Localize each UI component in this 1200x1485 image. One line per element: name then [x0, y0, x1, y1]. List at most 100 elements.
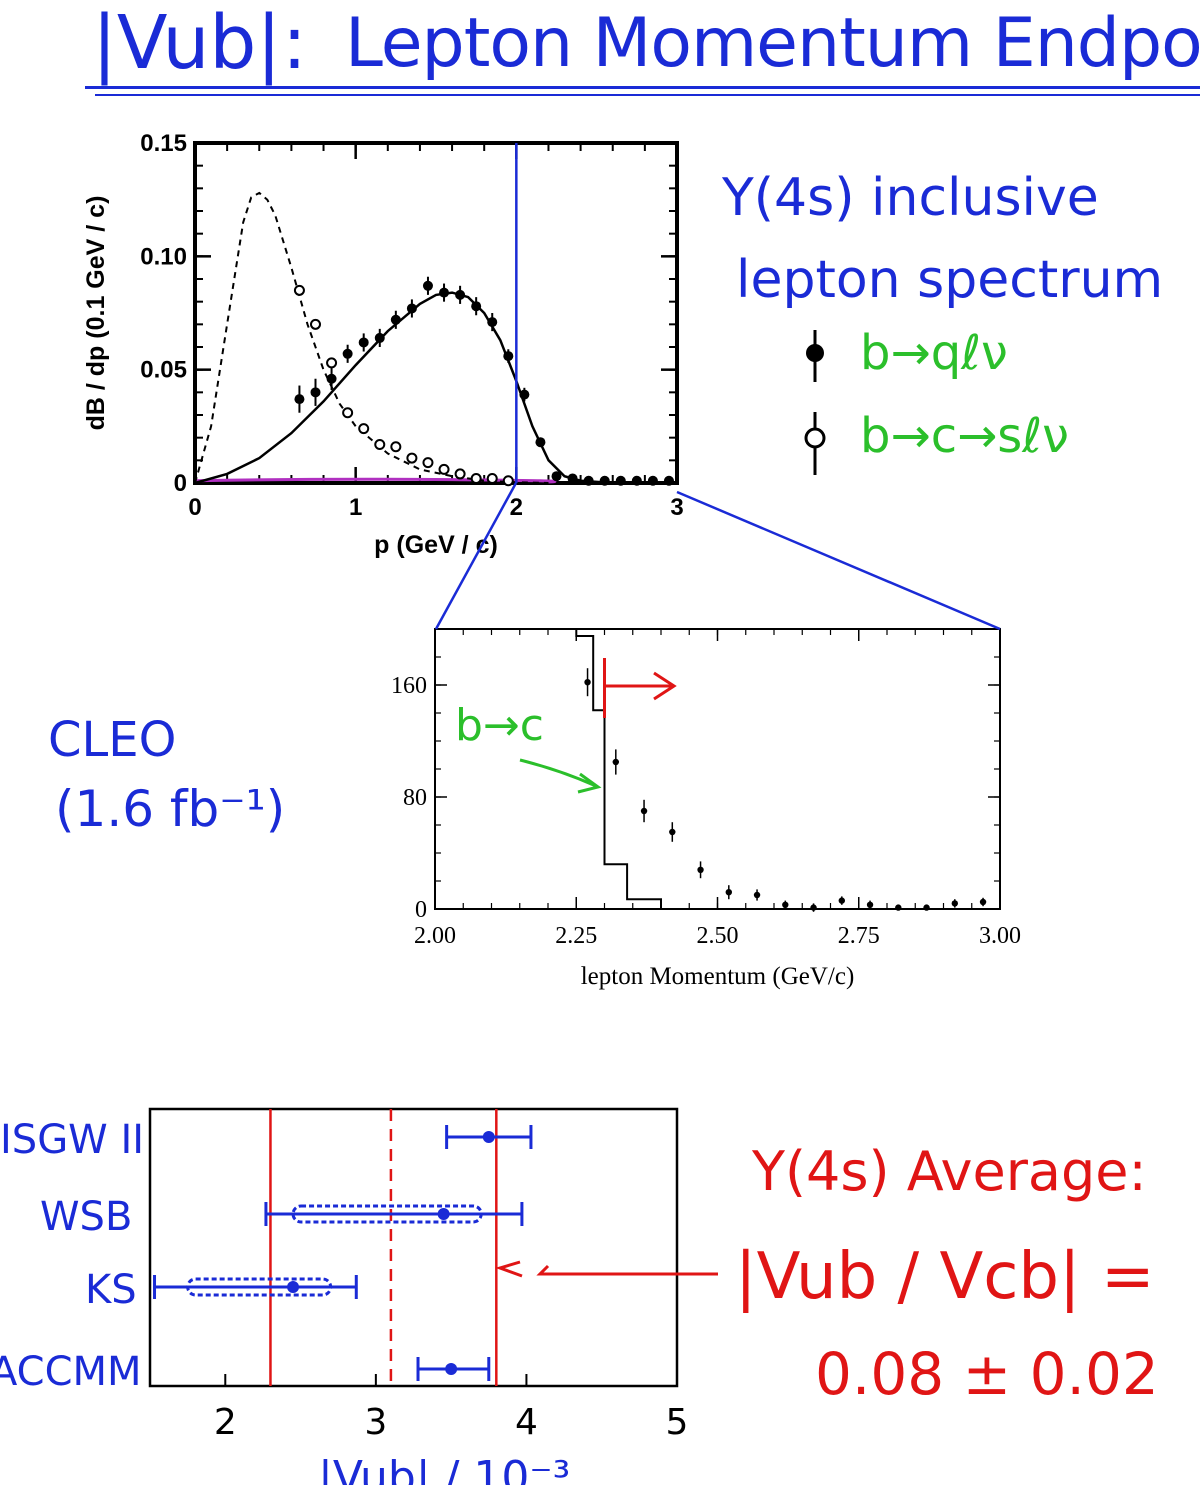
average-arrow-head: [495, 1260, 523, 1278]
open-data-point: [470, 472, 482, 484]
x-tick-label: 3: [670, 494, 683, 521]
open-data-point: [390, 441, 402, 453]
filled-data-point: [455, 289, 466, 300]
open-data-point: [293, 284, 305, 296]
b-to-c-label: b→c: [455, 700, 544, 751]
model-central-point: [482, 1131, 495, 1143]
filled-data-point: [374, 332, 385, 343]
filled-data-point: [310, 387, 321, 398]
zoom-data-point: [866, 901, 874, 908]
legend-filled-marker: [806, 344, 824, 362]
filled-data-point: [326, 373, 337, 384]
x-tick-label: 2: [510, 494, 523, 521]
x-tick-label: 3: [364, 1402, 387, 1443]
zoom-data-point: [753, 891, 761, 899]
x-tick-label: 5: [666, 1402, 689, 1443]
x-axis-label: lepton Momentum (GeV/c): [581, 963, 855, 990]
filled-data-point: [294, 394, 305, 405]
filled-data-point: [439, 287, 450, 298]
open-data-point: [454, 468, 466, 480]
y-tick-label: 80: [403, 785, 427, 811]
y-tick-label: 160: [391, 673, 427, 699]
b-to-c-arrow-head: [577, 772, 602, 794]
filled-data-point: [406, 303, 417, 314]
average-arrow: [536, 1264, 718, 1276]
model-central-point: [287, 1281, 300, 1293]
filled-data-point: [422, 280, 433, 291]
filled-data-point: [663, 475, 674, 486]
filled-data-point: [583, 475, 594, 486]
x-tick-label: 4: [515, 1402, 538, 1443]
zoom-data-point: [697, 866, 704, 873]
luminosity-label: (1.6 fb⁻¹): [55, 780, 286, 838]
open-data-point: [342, 407, 354, 419]
filled-data-point: [599, 475, 610, 486]
zoom-data-point: [951, 900, 958, 907]
x-tick-label: 2.75: [838, 923, 880, 949]
x-tick-label: 3.00: [979, 923, 1021, 949]
filled-data-point: [615, 475, 626, 486]
zoom-data-point: [810, 904, 817, 911]
zoom-data-point: [612, 758, 619, 766]
zoom-connector-right: [676, 490, 1001, 631]
model-label-wsb: WSB: [40, 1194, 132, 1240]
filled-data-point: [631, 475, 642, 486]
filled-data-point: [487, 317, 498, 328]
legend-filled-label: b→qℓν: [860, 325, 1008, 381]
average-label: Υ(4s) Average:: [752, 1140, 1147, 1203]
legend-open-marker: [804, 427, 826, 449]
cut-arrow-head: [653, 671, 677, 701]
open-data-point: [502, 475, 514, 487]
y-tick-label: 0: [174, 470, 187, 497]
endpoint-zoom-plot: 2.00 2.25 2.50 2.75 3.00 0 80 160 lepton Momentu…: [391, 628, 1021, 990]
title-colon: :: [282, 0, 307, 86]
filled-data-point: [358, 337, 369, 348]
b-to-c-to-s-fit-curve: [194, 191, 549, 484]
model-central-point: [437, 1208, 450, 1220]
model-label-accmm: ACCMM: [0, 1349, 142, 1395]
zoom-data-point: [640, 807, 648, 815]
x-tick-label: 2.00: [414, 923, 456, 949]
x-tick-label: 0: [188, 494, 201, 521]
filled-data-point: [567, 473, 578, 484]
x-tick-label: 2.25: [555, 923, 597, 949]
zoom-connector-left: [434, 482, 518, 630]
y-tick-label: 0.10: [140, 243, 187, 270]
filled-data-point: [342, 348, 353, 359]
legend-open-label: b→c→sℓν: [860, 408, 1069, 464]
x-tick-label: 2.50: [697, 923, 739, 949]
zoom-data-point: [979, 898, 987, 906]
y-tick-label: 0: [415, 897, 427, 923]
filled-data-point: [390, 314, 401, 325]
filled-data-point: [551, 471, 562, 482]
filled-data-point: [503, 351, 514, 362]
x-axis-label: p (GeV / c): [374, 531, 498, 559]
open-data-point: [422, 457, 434, 469]
upsilon-label-line1: Υ(4s) inclusive: [722, 168, 1099, 228]
open-data-point: [310, 318, 321, 330]
bottom-axis-label: |Vub| / 10⁻³: [318, 1452, 571, 1485]
model-central-point: [445, 1363, 458, 1375]
model-label-isgw-ii: ISGW II: [0, 1117, 144, 1163]
y-tick-label: 0.15: [140, 130, 187, 157]
b-to-c-arrow: [519, 758, 597, 788]
spectrum-plot: 0 1 2 3 0 0.05 0.10 0.15 p (GeV / c) dB / dp (0.1…: [82, 130, 684, 559]
y-axis-label: dB / dp (0.1 GeV / c): [82, 196, 110, 431]
ratio-label: |Vub / Vcb| =: [735, 1240, 1155, 1314]
plot-frame: [193, 141, 679, 485]
b-to-q-fit-curve: [194, 291, 677, 485]
filled-data-point: [535, 437, 546, 448]
filled-data-point: [471, 301, 482, 312]
b-to-c-histogram: [533, 628, 1000, 910]
x-tick-label: 1: [349, 494, 362, 521]
vub-model-plot: 2 3 4 5 ISGW II WSB KS ACCMM: [0, 1107, 689, 1443]
open-data-point: [438, 463, 450, 475]
experiment-label: CLEO: [48, 712, 177, 768]
page-title: Lepton Momentum Endpoint: [345, 4, 1200, 83]
filled-data-point: [647, 475, 658, 486]
model-plot-frame: [148, 1107, 679, 1388]
zoom-frame: [434, 628, 1001, 910]
open-data-point: [358, 423, 370, 435]
